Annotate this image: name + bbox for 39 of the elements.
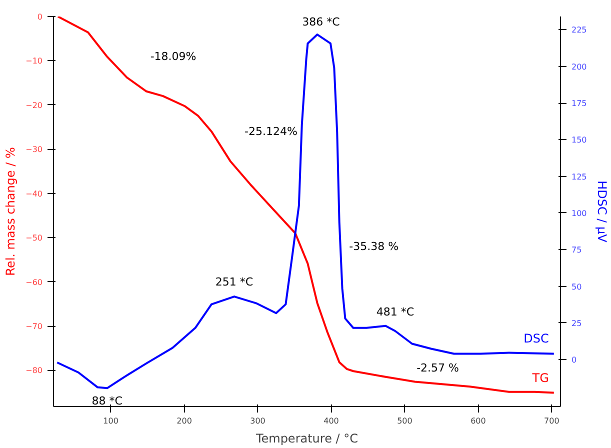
series-label: TG <box>531 370 549 385</box>
y-tick-label: 0 <box>37 12 43 22</box>
y2-tick-label: 150 <box>572 136 587 145</box>
y2-tick-label: 50 <box>572 282 582 292</box>
y-tick-label: −40 <box>26 189 43 198</box>
y2-tick-label: 0 <box>572 356 577 365</box>
annotation: 386 *C <box>302 16 340 29</box>
y-axis-title: Rel. mass change / % <box>4 147 18 276</box>
y2-axis-title: HDSC / µV <box>594 180 609 244</box>
annotation: -2.57 % <box>416 362 460 375</box>
annotation: 481 *C <box>376 305 414 318</box>
y-tick-label: −20 <box>26 100 43 110</box>
x-tick-label: 500 <box>397 416 412 426</box>
y-tick-label: −50 <box>26 234 43 243</box>
y2-tick-label: 25 <box>572 318 582 328</box>
series-label: DSC <box>524 332 549 346</box>
annotation: -35.38 % <box>349 240 399 253</box>
y2-tick-label: 200 <box>572 62 587 72</box>
x-axis-title: Temperature / °C <box>254 432 358 446</box>
x-tick-label: 700 <box>544 416 560 426</box>
x-tick-label: 100 <box>103 416 118 426</box>
y2-tick-label: 125 <box>572 172 587 182</box>
x-tick-label: 400 <box>324 416 339 426</box>
y2-tick-label: 225 <box>572 26 587 35</box>
y-tick-label: −70 <box>26 322 43 332</box>
y-tick-label: −30 <box>26 145 43 154</box>
x-tick-label: 600 <box>470 416 486 426</box>
x-tick-label: 200 <box>176 416 192 426</box>
annotation: -25.124% <box>244 124 298 138</box>
y-tick-label: −60 <box>26 278 43 287</box>
y2-tick-label: 100 <box>572 208 587 218</box>
y2-tick-label: 175 <box>572 99 587 108</box>
annotation: 251 *C <box>215 276 254 289</box>
y-tick-label: −10 <box>26 56 43 66</box>
annotation: -18.09% <box>150 50 196 63</box>
x-tick-label: 300 <box>250 416 266 426</box>
y-tick-label: −80 <box>26 366 43 376</box>
annotation: 88 *C <box>92 394 123 408</box>
y2-tick-label: 75 <box>572 246 582 255</box>
